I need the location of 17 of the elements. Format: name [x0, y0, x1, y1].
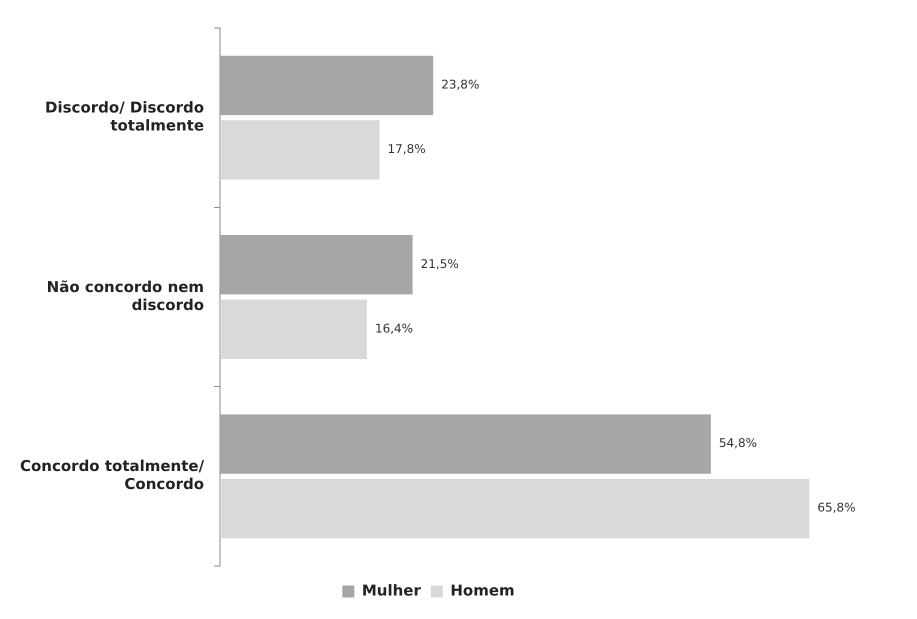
bar: [220, 120, 380, 180]
data-label: 21,5%: [420, 256, 459, 271]
y-tick-label: Concordo totalmente/ Concordo: [20, 457, 205, 494]
legend-label: Mulher: [362, 581, 422, 600]
bar: [220, 414, 711, 474]
bar: [220, 478, 810, 538]
data-label: 54,8%: [718, 436, 757, 450]
y-tick-label: Não concordo nem discordo: [46, 278, 204, 314]
bar: [220, 56, 434, 116]
bar: [220, 300, 367, 359]
bar: [220, 235, 413, 294]
data-label: 17,8%: [387, 142, 426, 156]
legend-label: Homem: [450, 581, 515, 600]
data-label: 23,8%: [441, 78, 480, 92]
data-label: 16,4%: [374, 321, 414, 336]
y-tick-label: Discordo/ Discordo totalmente: [45, 98, 204, 135]
data-label: 65,8%: [817, 500, 856, 515]
